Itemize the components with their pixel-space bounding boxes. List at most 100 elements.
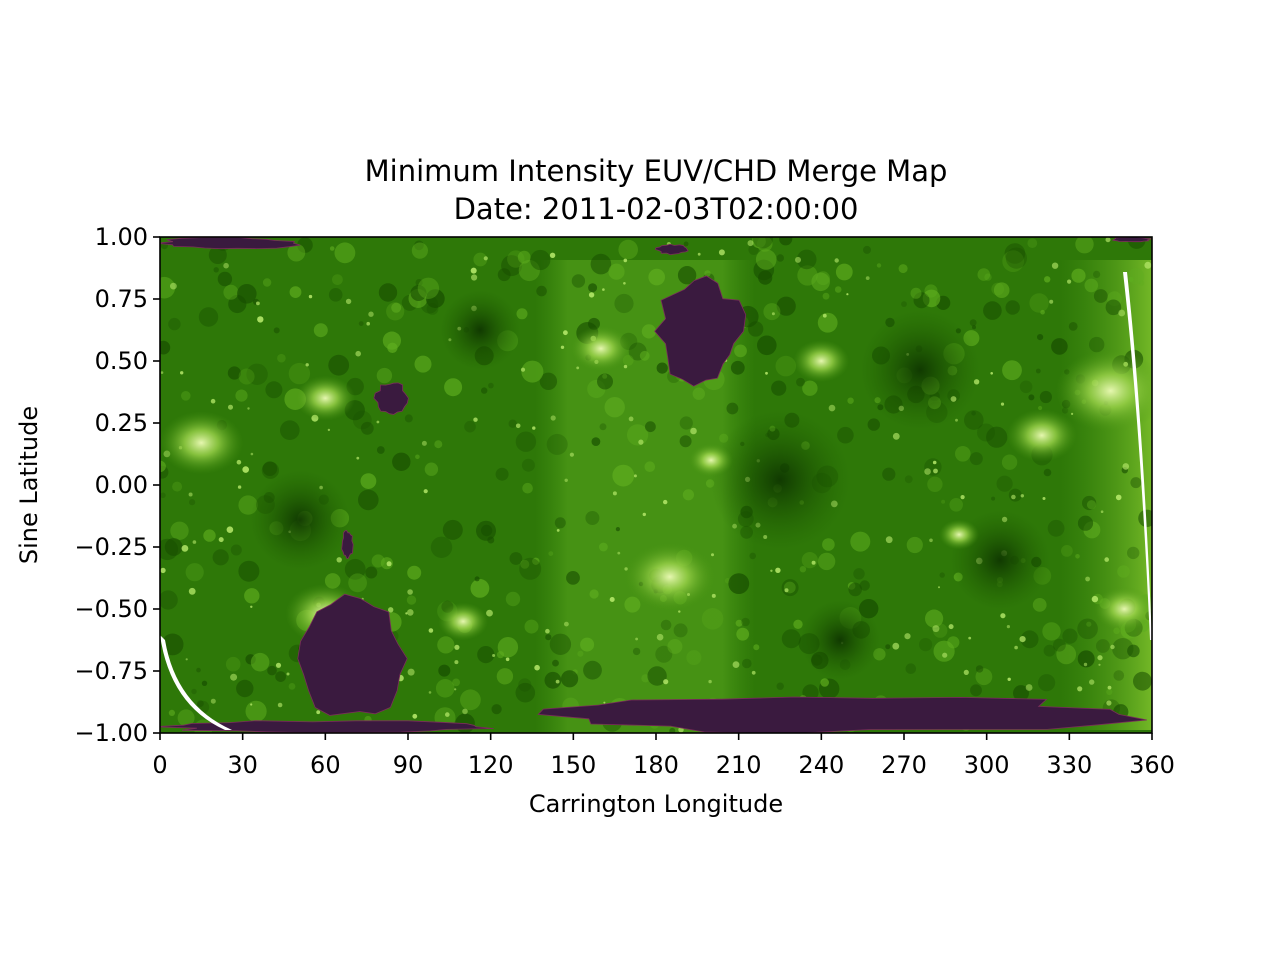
map-texture-speck <box>1086 500 1097 510</box>
map-texture-speck <box>521 360 544 383</box>
map-bright-point <box>938 586 940 589</box>
map-bright-point <box>1011 494 1016 500</box>
map-texture-speck <box>615 527 621 532</box>
bright-active-region <box>1094 586 1152 632</box>
map-texture-speck <box>1001 454 1018 470</box>
map-texture-speck <box>771 380 787 396</box>
map-texture-speck <box>993 282 1010 299</box>
map-bright-point <box>708 679 712 684</box>
map-texture-speck <box>796 377 805 387</box>
map-texture-speck <box>198 307 219 327</box>
map-texture-speck <box>536 285 547 297</box>
bright-active-region <box>570 326 631 372</box>
map-texture-speck <box>491 704 502 715</box>
map-bright-point <box>520 367 526 372</box>
map-texture-speck <box>583 660 602 680</box>
map-texture-speck <box>588 283 598 293</box>
map-texture-speck <box>585 511 600 525</box>
y-tick-label: 0.75 <box>95 285 148 313</box>
map-texture-speck <box>244 588 260 604</box>
map-texture-speck <box>975 665 984 673</box>
map-bright-point <box>663 499 668 505</box>
map-texture-speck <box>548 551 554 556</box>
x-tick-label: 360 <box>1129 751 1175 779</box>
map-bright-point <box>336 557 342 563</box>
coronal-hole-north-central-top <box>654 243 689 256</box>
map-texture-speck <box>561 670 579 688</box>
map-texture-speck <box>189 499 196 506</box>
map-bright-point <box>775 567 781 573</box>
map-bright-point <box>228 404 233 410</box>
map-texture-speck <box>1051 338 1068 355</box>
map-bright-point <box>486 609 493 617</box>
map-texture-speck <box>1071 268 1086 283</box>
map-texture-speck <box>648 268 665 286</box>
map-texture-speck <box>781 629 801 649</box>
map-texture-speck <box>590 253 612 275</box>
map-texture-speck <box>1093 270 1101 278</box>
map-texture-speck <box>250 652 270 672</box>
map-bright-point <box>345 298 352 305</box>
map-texture-speck <box>1061 545 1073 557</box>
map-texture-speck <box>360 473 377 489</box>
map-texture-speck <box>1043 644 1056 657</box>
map-texture-speck <box>505 591 521 607</box>
map-dark-patch <box>710 410 850 550</box>
map-texture-speck <box>417 277 440 299</box>
map-bright-point <box>473 417 478 422</box>
map-texture-speck <box>913 292 930 309</box>
map-texture-speck <box>704 270 711 277</box>
map-bright-point <box>588 292 595 298</box>
map-texture-speck <box>376 367 393 384</box>
map-texture-speck <box>236 679 254 698</box>
map-texture-speck <box>517 250 531 264</box>
map-texture-speck <box>692 387 705 400</box>
map-bright-point <box>929 538 933 543</box>
map-texture-speck <box>1020 630 1039 649</box>
map-bright-point <box>256 301 260 306</box>
map-texture-speck <box>262 278 272 287</box>
map-texture-speck <box>515 431 537 452</box>
map-bright-point <box>711 593 716 598</box>
map-texture-speck <box>817 312 838 333</box>
map-bright-point <box>505 657 510 662</box>
map-texture <box>160 237 1152 733</box>
map-bright-point <box>1115 494 1122 501</box>
map-bright-point <box>1006 625 1011 629</box>
map-texture-speck <box>742 658 752 669</box>
map-bright-point <box>428 691 432 694</box>
map-texture-speck <box>1128 276 1134 282</box>
map-texture-speck <box>217 271 233 287</box>
map-texture-speck <box>172 481 183 492</box>
bright-active-region <box>1006 409 1077 462</box>
bright-active-region <box>624 543 715 611</box>
map-texture-speck <box>509 552 523 565</box>
map-texture-speck <box>1133 671 1152 691</box>
map-bright-point <box>257 316 264 323</box>
map-texture-speck <box>571 274 586 288</box>
map-bright-point <box>388 607 394 613</box>
map-bright-point <box>188 492 193 497</box>
map-texture-speck <box>160 590 178 610</box>
map-bright-point <box>1014 645 1018 650</box>
map-texture-speck <box>230 544 242 556</box>
map-texture-speck <box>201 680 208 686</box>
map-texture-speck <box>882 467 896 481</box>
map-texture-speck <box>1028 394 1035 401</box>
map-bright-point <box>277 702 283 708</box>
map-bright-point <box>423 489 428 494</box>
map-texture-speck <box>728 573 750 594</box>
map-bright-point <box>218 537 224 543</box>
map-bright-point <box>515 423 521 429</box>
map-bright-point <box>1107 685 1112 690</box>
y-tick-label: 0.00 <box>95 471 148 499</box>
map-texture-speck <box>577 650 584 657</box>
map-texture-speck <box>392 452 411 471</box>
map-texture-speck <box>497 637 519 658</box>
map-texture-speck <box>679 416 693 430</box>
map-texture-speck <box>1077 618 1098 640</box>
map-texture-speck <box>647 666 667 686</box>
map-texture-speck <box>415 279 423 287</box>
map-texture-speck <box>411 242 428 259</box>
